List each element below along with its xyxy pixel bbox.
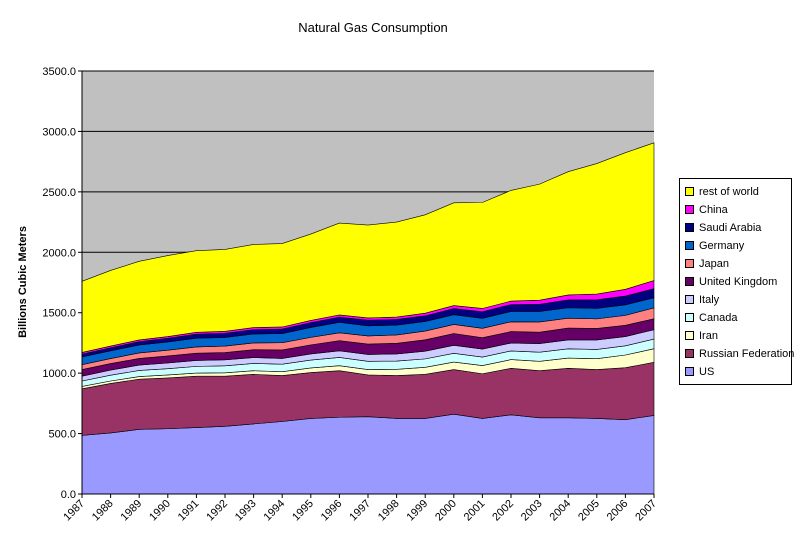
x-tick-label: 1988	[90, 498, 116, 524]
legend-label: US	[699, 365, 715, 378]
x-tick-label: 1991	[176, 498, 202, 524]
legend-label: Germany	[699, 239, 745, 252]
legend-item-italy: Italy	[685, 291, 719, 308]
x-tick-label: 2007	[633, 498, 659, 524]
y-tick-label: 3500.0	[42, 66, 76, 78]
x-tick-label: 1993	[233, 498, 259, 524]
legend-label: United Kingdom	[699, 275, 778, 288]
legend-item-rest-of-world: rest of world	[685, 183, 759, 200]
y-tick-label: 1500.0	[42, 308, 76, 320]
legend-label: rest of world	[699, 185, 759, 198]
y-tick-label: 1000.0	[42, 368, 76, 380]
legend-item-united-kingdom: United Kingdom	[685, 273, 777, 290]
x-tick-label: 1996	[319, 498, 345, 524]
legend-item-china: China	[685, 201, 728, 218]
legend-item-saudi-arabia: Saudi Arabia	[685, 219, 761, 236]
legend-label: Russian Federation	[699, 347, 795, 360]
legend-swatch	[685, 295, 694, 304]
x-tick-label: 2000	[433, 498, 459, 524]
x-tick-label: 1997	[347, 498, 373, 524]
y-tick-label: 2000.0	[42, 247, 76, 259]
y-tick-label: 3000.0	[42, 126, 76, 138]
legend-item-germany: Germany	[685, 237, 744, 254]
legend-swatch	[685, 259, 694, 268]
legend-item-russian-federation: Russian Federation	[685, 345, 794, 362]
legend-label: Saudi Arabia	[699, 221, 762, 234]
x-tick-label: 2004	[548, 498, 574, 524]
legend-item-japan: Japan	[685, 255, 729, 272]
legend-swatch	[685, 367, 694, 376]
legend-item-us: US	[685, 363, 714, 380]
legend-swatch	[685, 241, 694, 250]
legend-swatch	[685, 187, 694, 196]
x-tick-label: 1990	[147, 498, 173, 524]
legend-swatch	[685, 349, 694, 358]
x-tick-label: 1999	[405, 498, 431, 524]
axes	[78, 70, 655, 498]
legend-swatch	[685, 331, 694, 340]
x-tick-label: 2006	[605, 498, 631, 524]
legend-swatch	[685, 277, 694, 286]
chart-title: Natural Gas Consumption	[298, 20, 448, 35]
x-tick-labels: 1987 1988 1989 1990 1991 1992 1993 1994 1995 1996…	[61, 498, 659, 524]
legend-swatch	[685, 313, 694, 322]
legend: rest of world China Saudi Arabia Germany Jap…	[679, 178, 794, 385]
legend-item-iran: Iran	[685, 327, 718, 344]
legend-swatch	[685, 205, 694, 214]
legend-label: China	[699, 203, 728, 216]
y-axis-label: Billions Cubic Meters	[17, 226, 29, 338]
y-tick-label: 500.0	[48, 429, 76, 441]
x-tick-label: 2005	[576, 498, 602, 524]
legend-swatch	[685, 223, 694, 232]
x-tick-label: 2002	[490, 498, 516, 524]
legend-label: Canada	[699, 311, 738, 324]
stacked-areas	[81, 142, 655, 495]
x-tick-label: 2003	[519, 498, 545, 524]
x-tick-label: 1994	[262, 498, 288, 524]
y-tick-label: 0.0	[61, 489, 76, 501]
legend-label: Japan	[699, 257, 729, 270]
x-tick-label: 1998	[376, 498, 402, 524]
y-tick-label: 2500.0	[42, 187, 76, 199]
area-series-rest-of-world	[81, 142, 655, 353]
legend-label: Iran	[699, 329, 718, 342]
x-tick-label: 1989	[119, 498, 145, 524]
x-tick-label: 1995	[290, 498, 316, 524]
x-tick-label: 1987	[61, 498, 87, 524]
legend-label: Italy	[699, 293, 720, 306]
y-tick-labels: 0.0 500.0 1000.0 1500.0 2000.0 2500.0 3000.0 35…	[42, 66, 76, 501]
x-tick-label: 2001	[462, 498, 488, 524]
legend-item-canada: Canada	[685, 309, 738, 326]
x-tick-label: 1992	[204, 498, 230, 524]
